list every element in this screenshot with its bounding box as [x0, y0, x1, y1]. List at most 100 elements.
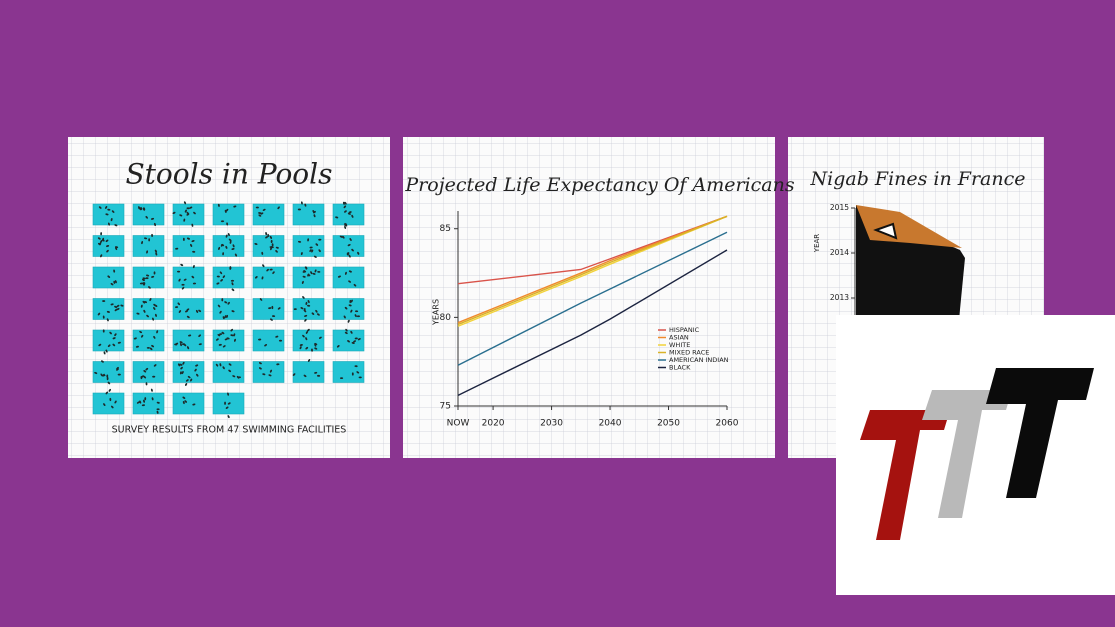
stool-dot [299, 346, 302, 350]
stool-dot [309, 249, 312, 252]
stool-dot [230, 279, 235, 282]
stool-dot [156, 330, 159, 334]
stool-dot [309, 246, 313, 249]
stool-dot [300, 251, 303, 256]
panel-title: Projected Life Expectancy Of Americans [404, 174, 794, 196]
stool-dot [344, 306, 348, 310]
stool-dot [312, 272, 316, 275]
stool-dot [231, 310, 235, 313]
stool-dot [228, 238, 232, 242]
stool-dot [152, 317, 155, 321]
waffle-cell [92, 361, 125, 383]
stool-dot [114, 333, 117, 337]
stool-dot [107, 208, 111, 211]
stool-dot [108, 388, 111, 392]
panel-subtitle: SURVEY RESULTS FROM 47 SWIMMING FACILITI… [112, 425, 347, 436]
stool-dot [305, 337, 308, 341]
stool-dot [215, 363, 219, 367]
stool-dot [232, 375, 236, 378]
stool-dot [186, 315, 190, 319]
stool-dot [293, 308, 297, 311]
paper-panel [403, 137, 775, 458]
waffle-cell [332, 266, 365, 289]
stool-dot [348, 304, 352, 307]
series-line [457, 231, 728, 366]
stool-dot [193, 211, 196, 215]
stool-dot [155, 252, 158, 256]
stool-dot [183, 278, 187, 281]
stool-dot [220, 279, 223, 282]
stool-dot [272, 271, 275, 275]
stool-dot [219, 310, 222, 314]
stool-dot [225, 234, 228, 238]
stool-dot [305, 330, 309, 334]
stool-dot [198, 343, 202, 346]
stool-dot [226, 314, 228, 319]
stool-dot [141, 375, 144, 378]
y-tick-label: 2015 [830, 203, 849, 212]
stool-dot [313, 214, 316, 218]
stool-dot [183, 343, 187, 347]
stool-dot [233, 205, 237, 208]
stool-dot [120, 304, 124, 307]
stool-dot [276, 363, 280, 366]
stool-dot [111, 405, 114, 409]
stool-dot [198, 309, 202, 313]
stool-dot [222, 275, 226, 279]
waffle-cell [252, 361, 285, 383]
waffle-cell [172, 361, 205, 383]
stool-dot [224, 209, 227, 213]
stool-dot [227, 301, 230, 305]
waffle-cell [292, 361, 325, 383]
stool-dot [316, 374, 321, 377]
stool-dot [106, 244, 110, 248]
stool-dot [191, 223, 194, 227]
stool-dot [315, 309, 318, 313]
stool-dot [225, 406, 229, 409]
stool-dot [143, 399, 145, 403]
stool-dot [195, 309, 199, 313]
stool-dot [307, 304, 311, 307]
panel-title: Stools in Pools [125, 158, 332, 191]
stool-dot [299, 344, 303, 347]
stool-dot [270, 318, 273, 321]
stool-dot [153, 307, 156, 310]
stool-dot [311, 312, 315, 315]
stool-dot [311, 249, 314, 253]
stool-dot [106, 377, 109, 381]
waffle-cell [212, 235, 245, 257]
stool-dot [218, 246, 221, 250]
stool-dot [186, 346, 190, 350]
y-tick-label: 75 [440, 402, 451, 412]
stool-dot [217, 304, 221, 308]
waffle-cell [252, 298, 285, 320]
stool-dot [297, 240, 302, 243]
waffle-cell [212, 266, 245, 289]
stool-dot [143, 370, 147, 373]
stool-dot [268, 374, 272, 377]
stool-dot [178, 278, 181, 282]
stool-dot [185, 379, 189, 382]
stool-dot [191, 240, 195, 243]
stool-dot [192, 250, 196, 253]
stool-dot [336, 345, 340, 348]
stool-dot [177, 302, 181, 306]
stool-dot [345, 328, 348, 332]
stool-dot [136, 401, 140, 404]
waffle-cell [172, 392, 205, 415]
stool-dot [349, 238, 352, 241]
stool-dot [348, 211, 352, 214]
stool-dot [146, 314, 149, 318]
stool-dot [179, 341, 183, 344]
stool-dot [114, 400, 117, 404]
niqab-drawing [856, 205, 965, 330]
stool-dot [106, 249, 109, 253]
stool-dot [151, 275, 155, 278]
stool-dot [313, 210, 316, 214]
stool-dot [277, 206, 280, 210]
stool-dot [343, 315, 346, 319]
stool-dot [182, 396, 186, 399]
stool-dot [216, 282, 220, 285]
stool-dot [110, 303, 114, 306]
legend-label: BLACK [669, 364, 691, 372]
